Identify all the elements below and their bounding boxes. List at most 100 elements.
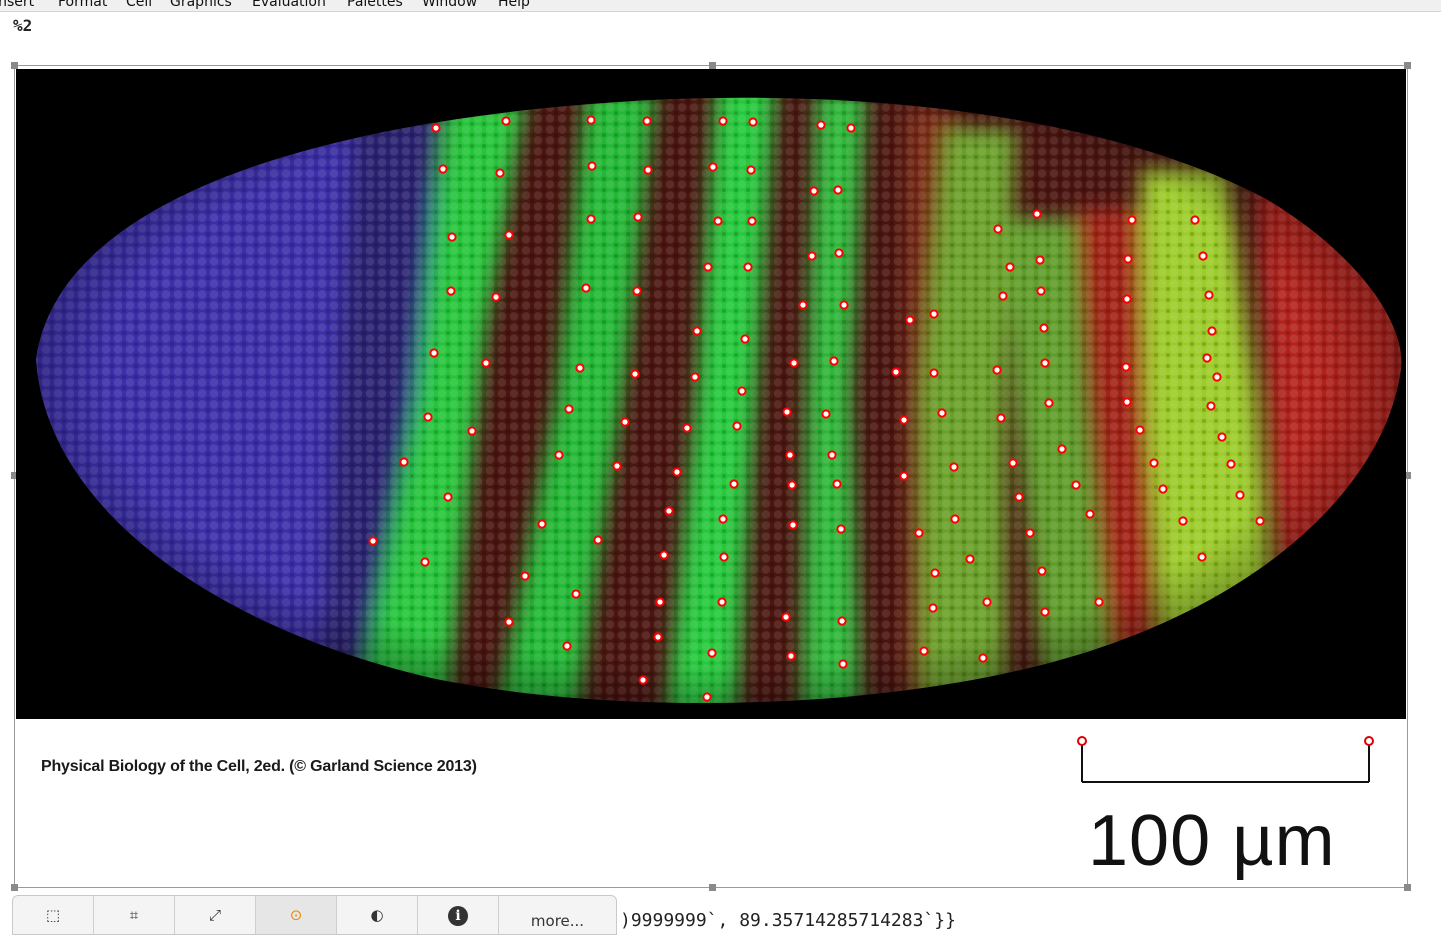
point-marker[interactable] bbox=[1135, 425, 1145, 435]
point-marker[interactable] bbox=[682, 423, 692, 433]
point-marker[interactable] bbox=[707, 648, 717, 658]
resize-handle-top-left[interactable] bbox=[11, 62, 18, 69]
point-marker[interactable] bbox=[446, 286, 456, 296]
point-marker[interactable] bbox=[612, 461, 622, 471]
menu-palettes[interactable]: Palettes bbox=[347, 0, 403, 10]
point-marker[interactable] bbox=[1197, 552, 1207, 562]
point-marker[interactable] bbox=[587, 161, 597, 171]
point-marker[interactable] bbox=[399, 457, 409, 467]
point-marker[interactable] bbox=[928, 603, 938, 613]
point-marker[interactable] bbox=[834, 248, 844, 258]
resize-handle-middle-left[interactable] bbox=[11, 472, 18, 479]
point-marker[interactable] bbox=[491, 292, 501, 302]
point-marker[interactable] bbox=[571, 589, 581, 599]
point-marker[interactable] bbox=[746, 165, 756, 175]
crop-button[interactable]: ⌗ bbox=[94, 896, 175, 934]
point-marker[interactable] bbox=[520, 571, 530, 581]
point-marker[interactable] bbox=[718, 116, 728, 126]
point-marker[interactable] bbox=[420, 557, 430, 567]
point-marker[interactable] bbox=[914, 528, 924, 538]
point-marker[interactable] bbox=[798, 300, 808, 310]
point-marker[interactable] bbox=[1207, 326, 1217, 336]
point-marker[interactable] bbox=[1190, 215, 1200, 225]
point-marker[interactable] bbox=[1035, 255, 1045, 265]
point-marker[interactable] bbox=[1071, 480, 1081, 490]
point-marker[interactable] bbox=[632, 286, 642, 296]
point-marker[interactable] bbox=[1040, 607, 1050, 617]
point-marker[interactable] bbox=[965, 554, 975, 564]
point-marker[interactable] bbox=[1158, 484, 1168, 494]
point-marker[interactable] bbox=[719, 552, 729, 562]
menu-evaluation[interactable]: Evaluation bbox=[252, 0, 326, 10]
menu-window[interactable]: Window bbox=[422, 0, 478, 10]
point-marker[interactable] bbox=[993, 224, 1003, 234]
point-marker[interactable] bbox=[829, 356, 839, 366]
point-marker[interactable] bbox=[998, 291, 1008, 301]
point-marker[interactable] bbox=[929, 368, 939, 378]
point-marker[interactable] bbox=[692, 326, 702, 336]
point-marker[interactable] bbox=[899, 415, 909, 425]
point-marker[interactable] bbox=[996, 413, 1006, 423]
menu-graphics[interactable]: Graphics bbox=[170, 0, 232, 10]
more-button[interactable]: more... bbox=[530, 912, 585, 930]
point-marker[interactable] bbox=[564, 404, 574, 414]
point-marker[interactable] bbox=[581, 283, 591, 293]
coordinate-tool-button[interactable]: ⊙ bbox=[256, 896, 337, 934]
point-marker[interactable] bbox=[992, 365, 1002, 375]
point-marker[interactable] bbox=[633, 212, 643, 222]
point-marker[interactable] bbox=[1202, 353, 1212, 363]
point-marker[interactable] bbox=[504, 617, 514, 627]
point-marker[interactable] bbox=[837, 616, 847, 626]
point-marker[interactable] bbox=[1044, 398, 1054, 408]
point-marker[interactable] bbox=[664, 506, 674, 516]
point-marker[interactable] bbox=[438, 164, 448, 174]
point-marker[interactable] bbox=[978, 653, 988, 663]
point-marker[interactable] bbox=[713, 216, 723, 226]
point-marker[interactable] bbox=[481, 358, 491, 368]
point-marker[interactable] bbox=[1032, 209, 1042, 219]
point-marker[interactable] bbox=[467, 426, 477, 436]
point-marker[interactable] bbox=[554, 450, 564, 460]
point-marker[interactable] bbox=[429, 348, 439, 358]
point-marker[interactable] bbox=[787, 480, 797, 490]
point-marker[interactable] bbox=[1057, 444, 1067, 454]
point-marker[interactable] bbox=[504, 230, 514, 240]
point-marker[interactable] bbox=[1206, 401, 1216, 411]
point-marker[interactable] bbox=[789, 358, 799, 368]
mask-button[interactable]: ◐ bbox=[337, 896, 418, 934]
point-marker[interactable] bbox=[1255, 516, 1265, 526]
point-marker[interactable] bbox=[1014, 492, 1024, 502]
point-marker[interactable] bbox=[717, 597, 727, 607]
point-marker[interactable] bbox=[748, 117, 758, 127]
point-marker[interactable] bbox=[638, 675, 648, 685]
point-marker[interactable] bbox=[1094, 597, 1104, 607]
point-marker[interactable] bbox=[690, 372, 700, 382]
point-marker[interactable] bbox=[836, 524, 846, 534]
point-marker[interactable] bbox=[447, 232, 457, 242]
point-marker[interactable] bbox=[1123, 254, 1133, 264]
point-marker[interactable] bbox=[821, 409, 831, 419]
point-marker[interactable] bbox=[737, 386, 747, 396]
point-marker[interactable] bbox=[368, 536, 378, 546]
point-marker[interactable] bbox=[1127, 215, 1137, 225]
menu-help[interactable]: Help bbox=[498, 0, 530, 10]
point-marker[interactable] bbox=[562, 641, 572, 651]
menu-format[interactable]: Format bbox=[58, 0, 108, 10]
point-marker[interactable] bbox=[1235, 490, 1245, 500]
resize-handle-bottom-right[interactable] bbox=[1404, 884, 1411, 891]
point-marker[interactable] bbox=[1121, 362, 1131, 372]
menu-cell[interactable]: Cell bbox=[126, 0, 153, 10]
menu-insert[interactable]: Insert bbox=[0, 0, 35, 10]
point-marker[interactable] bbox=[1039, 323, 1049, 333]
point-marker[interactable] bbox=[1204, 290, 1214, 300]
point-marker[interactable] bbox=[593, 535, 603, 545]
point-marker[interactable] bbox=[732, 421, 742, 431]
point-marker[interactable] bbox=[537, 519, 547, 529]
point-marker[interactable] bbox=[1040, 358, 1050, 368]
point-marker[interactable] bbox=[655, 597, 665, 607]
point-marker[interactable] bbox=[431, 123, 441, 133]
point-marker[interactable] bbox=[653, 632, 663, 642]
point-marker[interactable] bbox=[891, 367, 901, 377]
point-marker[interactable] bbox=[659, 550, 669, 560]
point-marker[interactable] bbox=[1217, 432, 1227, 442]
